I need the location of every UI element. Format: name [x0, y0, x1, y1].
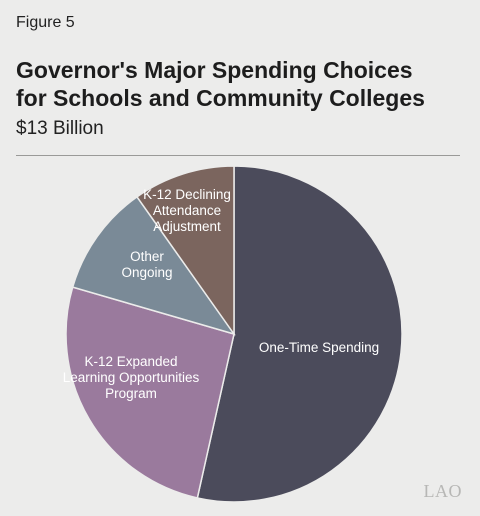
chart-subtitle: $13 Billion	[16, 118, 104, 139]
slice-label-2: Other Ongoing	[121, 249, 172, 280]
lao-logo: LAO	[423, 481, 462, 501]
chart-title: Governor's Major Spending Choices for Sc…	[16, 56, 466, 112]
pie-slice-0	[196, 165, 403, 503]
slice-label-0-line-0: One-Time Spending	[259, 340, 379, 355]
slice-label-1: K-12 Expanded Learning Opportunities Progr…	[63, 354, 200, 401]
pie-slice-3	[135, 165, 235, 337]
slice-label-3-line-0: K-12 Declining	[143, 187, 231, 202]
slice-label-2-line-0: Other	[130, 249, 164, 264]
figure-label: Figure 5	[16, 14, 75, 31]
slice-label-2-line-1: Ongoing	[121, 265, 172, 280]
slice-label-3-line-2: Adjustment	[153, 219, 221, 234]
pie-slice-1	[65, 286, 235, 499]
slice-label-3: K-12 Declining Attendance Adjustment	[143, 187, 231, 234]
slice-label-1-line-1: Learning Opportunities	[63, 370, 200, 385]
pie-slice-2	[71, 195, 236, 336]
slice-label-1-line-2: Program	[105, 386, 157, 401]
slice-label-1-line-0: K-12 Expanded	[84, 354, 177, 369]
pie-slices	[65, 165, 403, 503]
chart-title-line-2: for Schools and Community Colleges	[16, 85, 425, 111]
title-divider	[16, 155, 460, 156]
chart-title-line-1: Governor's Major Spending Choices	[16, 57, 413, 83]
pie-labels: One-Time Spending K-12 Expanded Learning O…	[63, 187, 379, 401]
slice-label-3-line-1: Attendance	[153, 203, 221, 218]
slice-label-0: One-Time Spending	[259, 340, 379, 355]
